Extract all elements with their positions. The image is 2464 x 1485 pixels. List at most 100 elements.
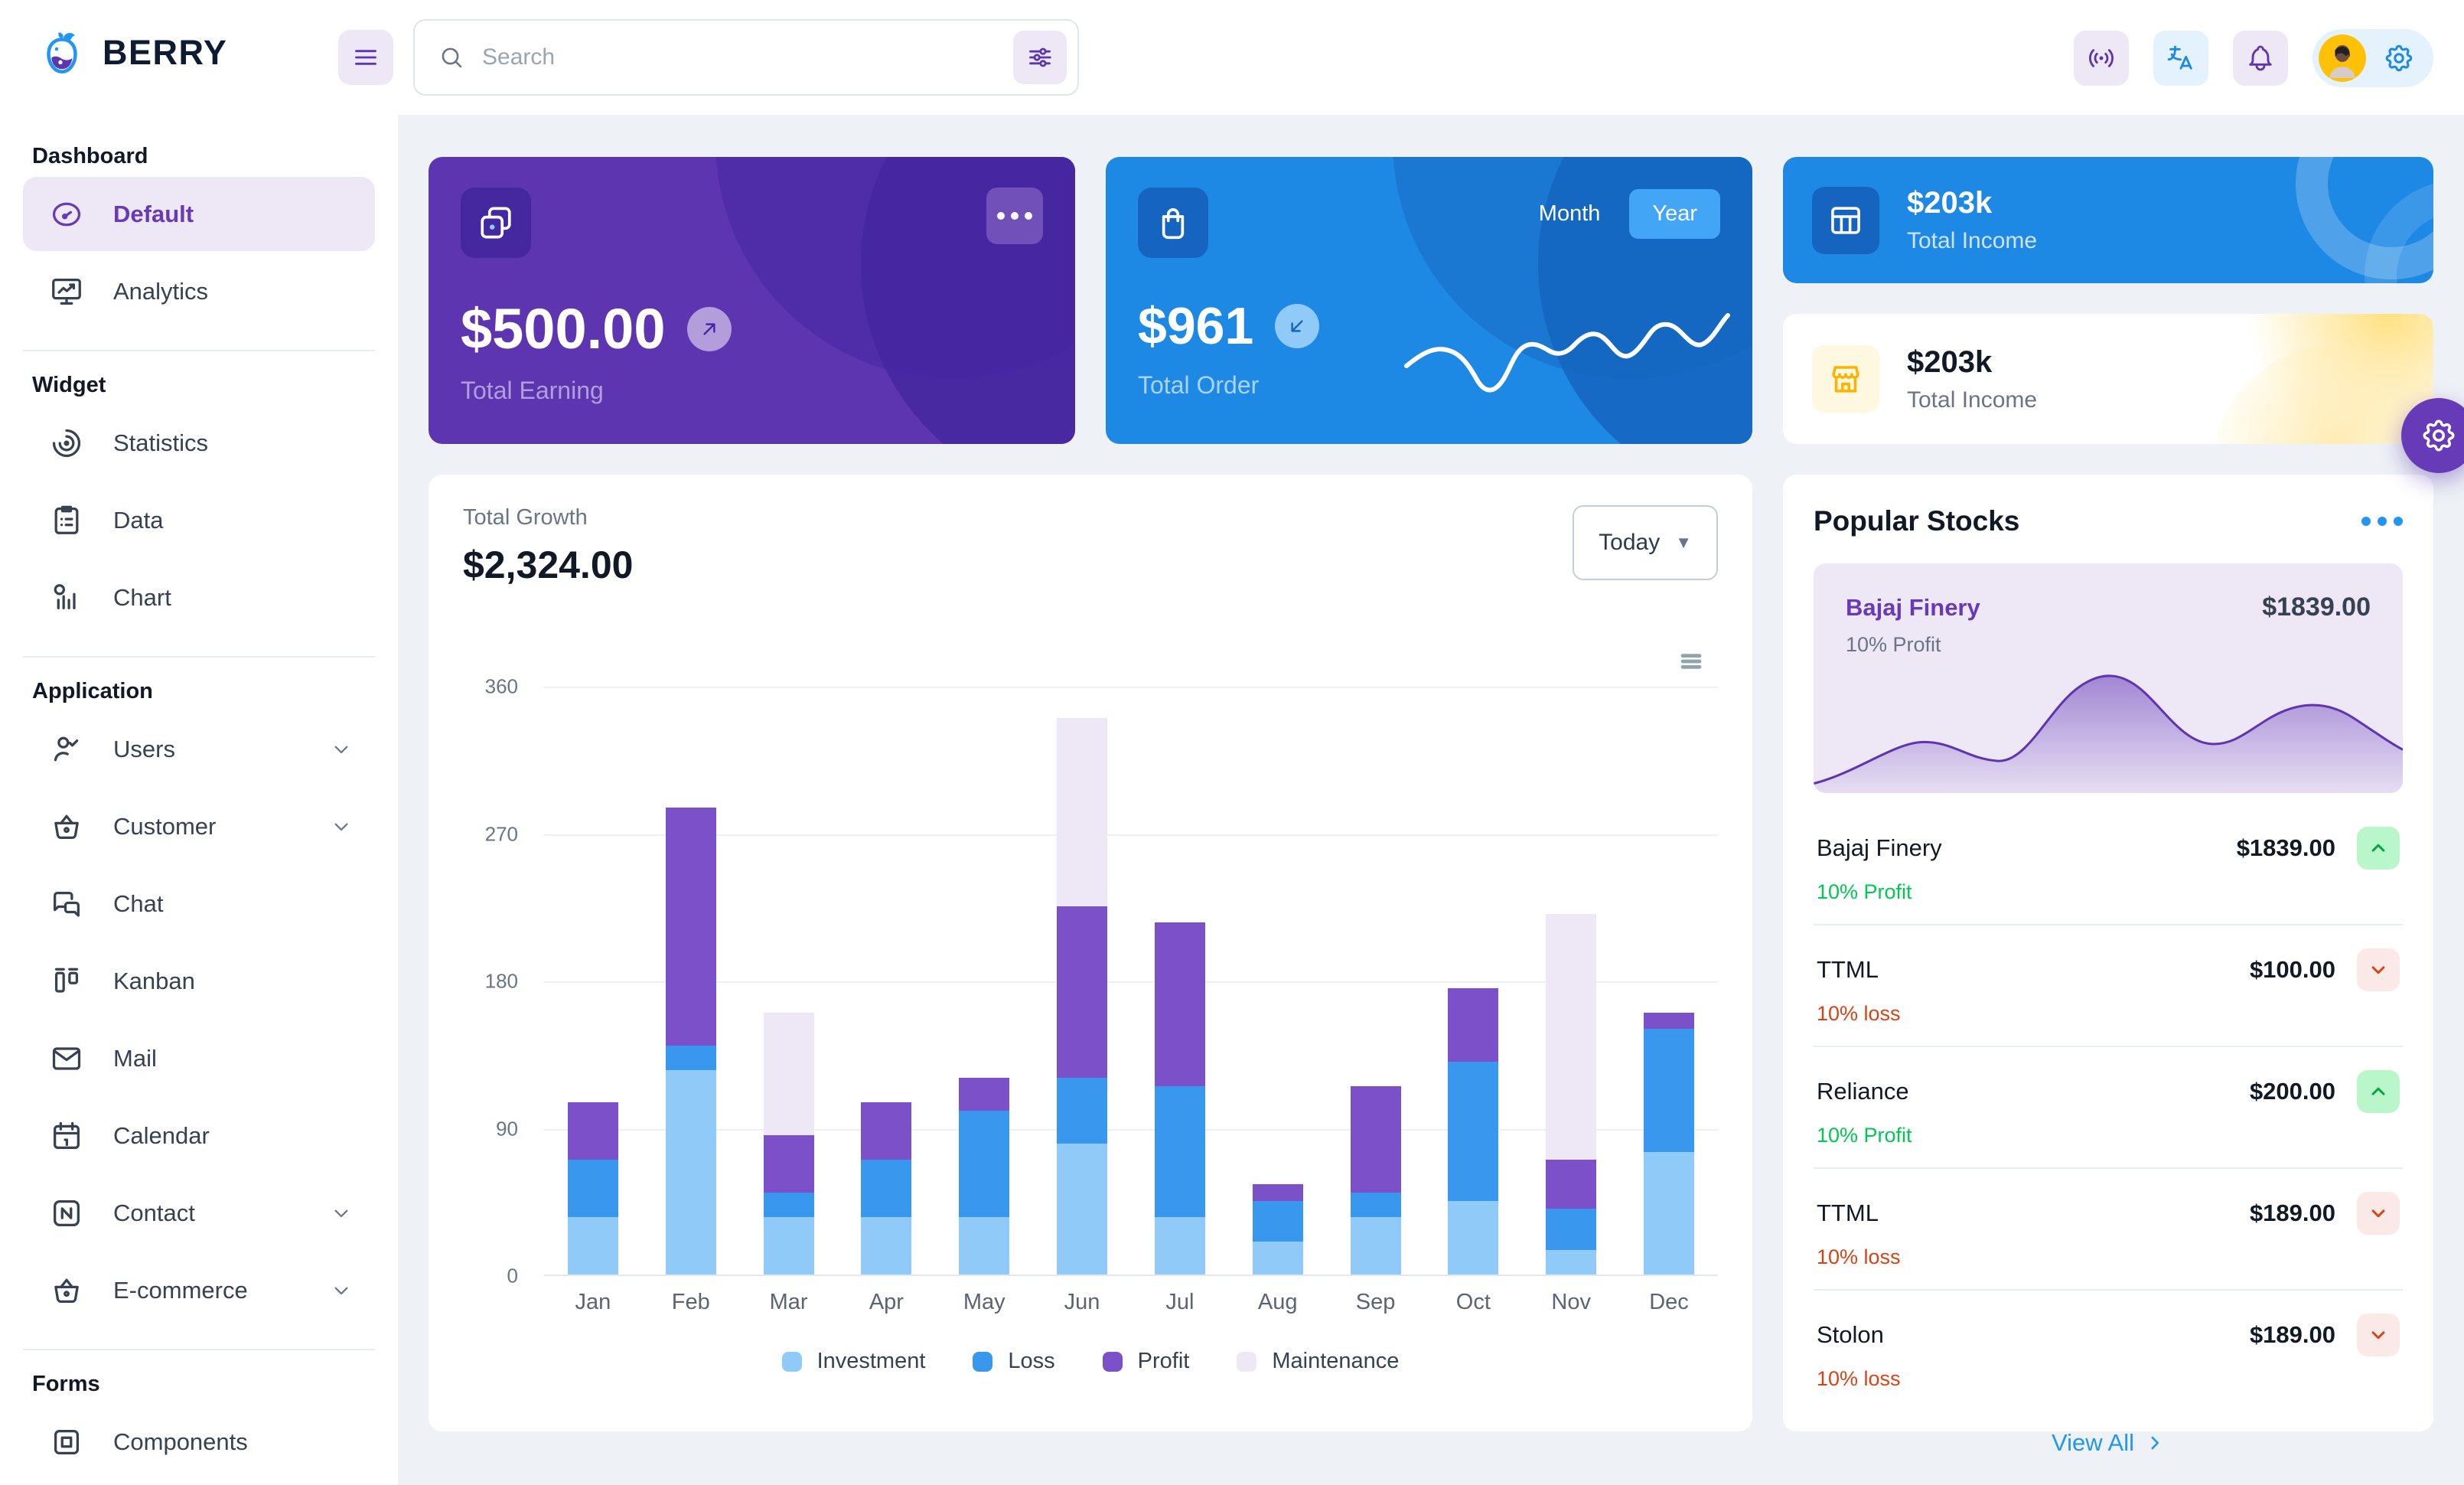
sidebar-item-data[interactable]: Data (23, 483, 375, 557)
bar-segment-profit (861, 1102, 912, 1160)
earning-more-button[interactable] (986, 188, 1043, 244)
stacked-bar-mar (763, 1012, 814, 1274)
chart-gridline (544, 687, 1718, 688)
sidebar-item-analytics[interactable]: Analytics (23, 254, 375, 328)
sidebar-item-statistics[interactable]: Statistics (23, 406, 375, 480)
language-button[interactable] (2153, 31, 2208, 86)
sidebar-item-mail[interactable]: Mail (23, 1021, 375, 1095)
notifications-button[interactable] (2233, 31, 2288, 86)
chart-x-tick-label: Jul (1165, 1290, 1195, 1314)
sidebar-section-heading: Application (32, 679, 153, 703)
bar-segment-investment (763, 1217, 814, 1274)
legend-label: Profit (1137, 1349, 1190, 1373)
view-all-link[interactable]: View All (2052, 1429, 2165, 1457)
stock-name: TTML (1817, 956, 1879, 983)
trend-down-badge (1275, 304, 1320, 348)
sidebar-item-label: Components (113, 1428, 248, 1455)
bar-segment-investment (959, 1217, 1010, 1274)
app-logo: BERRY (37, 26, 227, 80)
stacked-bar-may (959, 1078, 1010, 1274)
bar-segment-investment (665, 1069, 716, 1274)
stock-row-ttml-3[interactable]: TTML $189.00 10% loss (1814, 1169, 2403, 1289)
stacked-bar-nov (1546, 914, 1597, 1274)
basket-icon (49, 809, 84, 844)
sidebar-item-default[interactable]: Default (23, 177, 375, 251)
users-icon (49, 732, 84, 767)
statistics-icon (49, 426, 84, 461)
bar-segment-loss (763, 1193, 814, 1218)
bar-segment-loss (665, 1045, 716, 1070)
stock-row-bajaj-finery-0[interactable]: Bajaj Finery $1839.00 10% Profit (1814, 804, 2403, 924)
stock-change: 10% Profit (1817, 880, 1912, 903)
legend-swatch (1102, 1351, 1123, 1372)
sidebar-item-components[interactable]: Components (23, 1405, 375, 1479)
chevron-down-icon (2367, 1323, 2390, 1346)
stocks-divider (1814, 924, 2403, 925)
sidebar-item-label: Calendar (113, 1121, 210, 1149)
stocks-more-button[interactable] (2361, 509, 2403, 534)
search-input[interactable] (482, 44, 996, 70)
chart-menu-icon[interactable] (1674, 645, 1708, 678)
featured-stock-card[interactable]: Bajaj Finery $1839.00 10% Profit (1814, 563, 2403, 793)
sidebar-item-label: E-commerce (113, 1276, 248, 1304)
stock-row-ttml-1[interactable]: TTML $100.00 10% loss (1814, 925, 2403, 1046)
bar-segment-profit (1057, 906, 1108, 1079)
sidebar-item-customer[interactable]: Customer (23, 789, 375, 863)
chart-bars (544, 687, 1718, 1276)
toggle-month[interactable]: Month (1516, 189, 1624, 239)
sidebar-item-calendar[interactable]: Calendar (23, 1098, 375, 1173)
search-filter-button[interactable] (1013, 31, 1067, 84)
sidebar-item-contact[interactable]: Contact (23, 1176, 375, 1250)
sidebar-item-label: Data (113, 506, 164, 534)
sidebar-divider (23, 350, 375, 351)
bar-segment-profit (567, 1102, 618, 1160)
income-label: Total Income (1907, 387, 2038, 413)
growth-bar-chart: 0 90 180 270 360 (463, 675, 1718, 1288)
sidebar: Dashboard Default Analytics Widget Statistic… (0, 115, 398, 1485)
stacked-bar-apr (861, 1102, 912, 1274)
sidebar-toggle-button[interactable] (338, 30, 393, 85)
bar-segment-loss (1350, 1193, 1401, 1218)
chart-icon (49, 580, 84, 615)
filter-sliders-icon (1025, 42, 1055, 73)
legend-label: Investment (816, 1349, 926, 1373)
live-status-button[interactable] (2074, 31, 2129, 86)
chevron-down-icon (2367, 958, 2390, 981)
sidebar-item-chat[interactable]: Chat (23, 867, 375, 941)
chart-bar-slot (1033, 687, 1131, 1274)
stacked-bar-jun (1057, 717, 1108, 1274)
bar-segment-loss (959, 1111, 1010, 1218)
toggle-year[interactable]: Year (1629, 189, 1720, 239)
legend-swatch (1237, 1351, 1257, 1372)
bar-segment-investment (1057, 1143, 1108, 1274)
legend-item-investment: Investment (781, 1349, 926, 1374)
chart-bar-slot (544, 687, 642, 1274)
sidebar-item-users[interactable]: Users (23, 712, 375, 786)
sidebar-divider (23, 656, 375, 658)
profile-menu-button[interactable] (2312, 29, 2433, 87)
bar-segment-investment (567, 1217, 618, 1274)
sidebar-item-label: Mail (113, 1044, 157, 1072)
earning-tile (461, 188, 531, 258)
legend-swatch (973, 1351, 993, 1372)
theme-settings-fab[interactable] (2401, 398, 2464, 473)
chart-y-tick-label: 180 (484, 969, 518, 993)
sidebar-item-chart[interactable]: Chart (23, 560, 375, 635)
stock-name: Stolon (1817, 1321, 1884, 1348)
chart-bar-slot (1424, 687, 1522, 1274)
hamburger-icon (350, 42, 381, 73)
sidebar-item-kanban[interactable]: Kanban (23, 944, 375, 1018)
kanban-icon (49, 964, 84, 999)
stock-price: $189.00 (2249, 1199, 2335, 1226)
chart-bar-slot (1131, 687, 1229, 1274)
sidebar-item-e-commerce[interactable]: E-commerce (23, 1253, 375, 1327)
growth-range-select[interactable]: Today ▼ (1573, 505, 1718, 580)
chevron-right-icon (2145, 1433, 2165, 1453)
stocks-title: Popular Stocks (1814, 505, 2020, 537)
stock-row-stolon-4[interactable]: Stolon $189.00 10% loss (1814, 1291, 2403, 1411)
stock-trend-chip (2357, 1192, 2400, 1235)
caret-down-icon: ▼ (1675, 533, 1692, 552)
bar-segment-loss (1057, 1078, 1108, 1144)
chart-x-axis: Jan Feb Mar Apr May Jun Jul Aug Sep Oct Nov Dec (544, 1290, 1718, 1315)
stock-row-reliance-2[interactable]: Reliance $200.00 10% Profit (1814, 1047, 2403, 1167)
